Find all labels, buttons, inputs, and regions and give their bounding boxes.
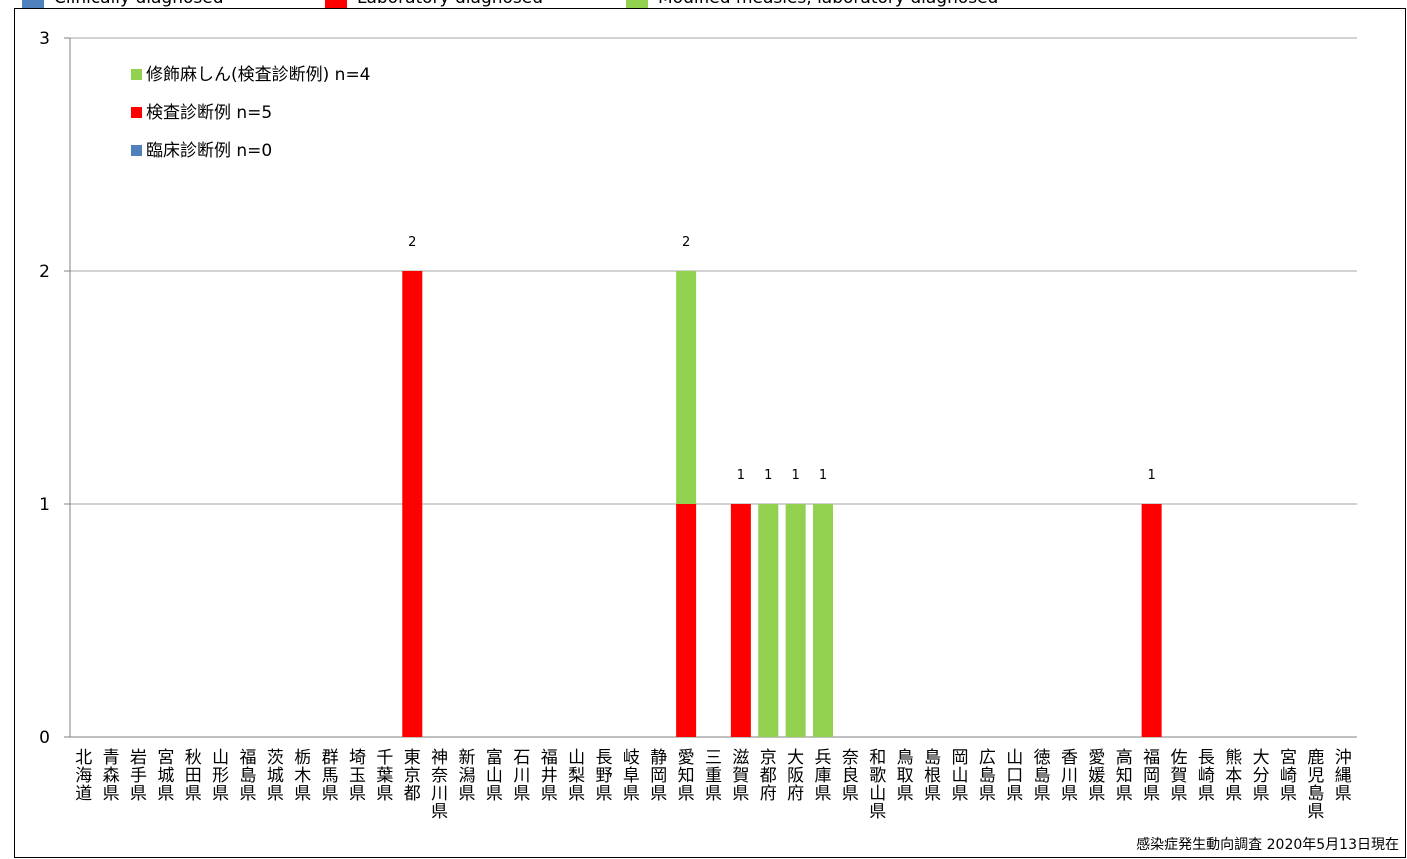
stacked-bar-chart: 0 1 2 3 北海道青森県岩手県宮城県秋田県山形県福島県茨城県栃木県群馬県埼玉県千葉…: [39, 29, 1399, 853]
data-label-39: 1: [1147, 468, 1155, 483]
top-legend-item-modified: Modified measles, laboratory diagnosed: [626, 0, 998, 8]
x-tick-label-33: 広島県: [979, 748, 996, 804]
x-tick-label-38: 高知県: [1116, 748, 1133, 804]
top-legend-swatch-modified: [626, 0, 648, 8]
x-tick-label-15: 富山県: [486, 748, 503, 804]
x-tick-label-31: 島根県: [924, 748, 941, 804]
x-tick-label-36: 香川県: [1061, 748, 1078, 804]
x-tick-label-9: 群馬県: [322, 748, 339, 804]
top-legend-item-clinical: Clinically diagnosed: [22, 0, 224, 8]
x-tick-label-43: 大分県: [1253, 748, 1270, 804]
x-tick-label-8: 栃木県: [294, 748, 311, 804]
top-legend-label-laboratory: Laboratory diagnosed: [357, 0, 543, 8]
legend-swatch-2: [131, 69, 142, 80]
bar-24-series-1: [730, 504, 751, 737]
legend-swatch-1: [131, 107, 142, 118]
x-tick-label-18: 山梨県: [568, 748, 585, 804]
y-tick-label-2: 2: [39, 262, 50, 282]
data-label-25: 1: [764, 468, 772, 483]
data-labels: 2 2 1 1 1 1 1: [408, 235, 1156, 483]
x-tick-label-30: 鳥取県: [897, 748, 914, 804]
x-tick-label-6: 福島県: [239, 748, 256, 804]
x-tick-label-28: 奈良県: [842, 748, 859, 804]
x-tick-label-45: 鹿児島県: [1307, 748, 1324, 822]
x-tick-label-37: 愛媛県: [1088, 748, 1105, 804]
bar-22-series-1: [676, 504, 697, 737]
survey-note: 感染症発生動向調査 2020年5月13日現在: [1136, 836, 1399, 853]
top-legend-swatch-clinical: [22, 0, 44, 8]
y-tick-label-0: 0: [39, 728, 50, 748]
data-label-22: 2: [682, 235, 690, 250]
x-tick-label-32: 岡山県: [951, 748, 968, 804]
bar-26-series-2: [785, 504, 806, 737]
bar-39-series-1: [1141, 504, 1162, 737]
x-tick-label-12: 東京都: [404, 748, 421, 804]
x-tick-label-39: 福岡県: [1143, 748, 1160, 804]
x-tick-label-0: 北海道: [75, 748, 92, 804]
data-label-27: 1: [819, 468, 827, 483]
top-legend-label-clinical: Clinically diagnosed: [54, 0, 224, 8]
legend-swatch-0: [131, 145, 142, 156]
x-tick-label-29: 和歌山県: [869, 748, 886, 822]
x-tick-label-24: 滋賀県: [732, 748, 749, 804]
chart-legend: 修飾麻しん(検査診断例) n=4 検査診断例 n=5 臨床診断例 n=0: [131, 65, 371, 161]
x-tick-label-46: 沖縄県: [1335, 748, 1352, 804]
legend-label-1: 検査診断例 n=5: [146, 103, 272, 123]
x-tick-label-23: 三重県: [705, 748, 722, 804]
x-tick-label-4: 秋田県: [185, 748, 202, 804]
x-tick-label-7: 茨城県: [267, 748, 284, 804]
x-tick-label-13: 神奈川県: [431, 748, 448, 822]
chart-frame: 0 1 2 3 北海道 青森県 岩手県 宮城県 秋田県 山形県 福島県 茨城県 栃木県 群馬県 埼玉県 千葉…: [14, 8, 1406, 858]
data-label-24: 1: [737, 468, 745, 483]
x-tick-label-2: 岩手県: [130, 748, 147, 804]
bars: [402, 271, 1162, 737]
bar-25-series-2: [758, 504, 779, 737]
x-tick-label-1: 青森県: [103, 748, 120, 804]
x-tick-label-44: 宮崎県: [1280, 748, 1297, 804]
legend-label-2: 修飾麻しん(検査診断例) n=4: [146, 65, 371, 85]
x-tick-label-21: 静岡県: [650, 748, 667, 804]
top-legend: Clinically diagnosed Laboratory diagnose…: [0, 0, 1407, 8]
x-tick-label-41: 長崎県: [1198, 748, 1215, 804]
x-tick-label-27: 兵庫県: [815, 748, 832, 804]
x-tick-label-22: 愛知県: [678, 748, 695, 804]
bar-22-series-2: [676, 271, 697, 504]
x-tick-label-11: 千葉県: [376, 748, 393, 804]
y-tick-label-1: 1: [39, 495, 50, 515]
x-tick-label-40: 佐賀県: [1171, 748, 1188, 804]
legend-label-0: 臨床診断例 n=0: [146, 141, 272, 161]
x-tick-label-17: 福井県: [541, 748, 558, 804]
top-legend-label-modified: Modified measles, laboratory diagnosed: [658, 0, 998, 8]
x-axis: 北海道青森県岩手県宮城県秋田県山形県福島県茨城県栃木県群馬県埼玉県千葉県東京都神…: [75, 748, 1352, 822]
bar-27-series-2: [813, 504, 834, 737]
x-tick-label-14: 新潟県: [459, 748, 476, 804]
x-tick-label-10: 埼玉県: [349, 748, 366, 804]
top-legend-swatch-laboratory: [325, 0, 347, 8]
x-tick-label-42: 熊本県: [1225, 748, 1242, 804]
x-tick-label-25: 京都府: [760, 748, 777, 804]
x-tick-label-35: 徳島県: [1034, 748, 1051, 804]
data-label-26: 1: [792, 468, 800, 483]
x-tick-label-5: 山形県: [212, 748, 229, 804]
x-tick-label-3: 宮城県: [157, 748, 174, 804]
x-tick-label-16: 石川県: [513, 748, 530, 804]
data-label-12: 2: [408, 235, 416, 250]
top-legend-item-laboratory: Laboratory diagnosed: [325, 0, 543, 8]
x-tick-label-20: 岐阜県: [623, 748, 640, 804]
x-tick-label-26: 大阪府: [787, 748, 804, 804]
y-tick-label-3: 3: [39, 29, 50, 49]
x-tick-label-34: 山口県: [1006, 748, 1023, 804]
bar-12-series-1: [402, 271, 423, 737]
x-tick-label-19: 長野県: [595, 748, 612, 804]
